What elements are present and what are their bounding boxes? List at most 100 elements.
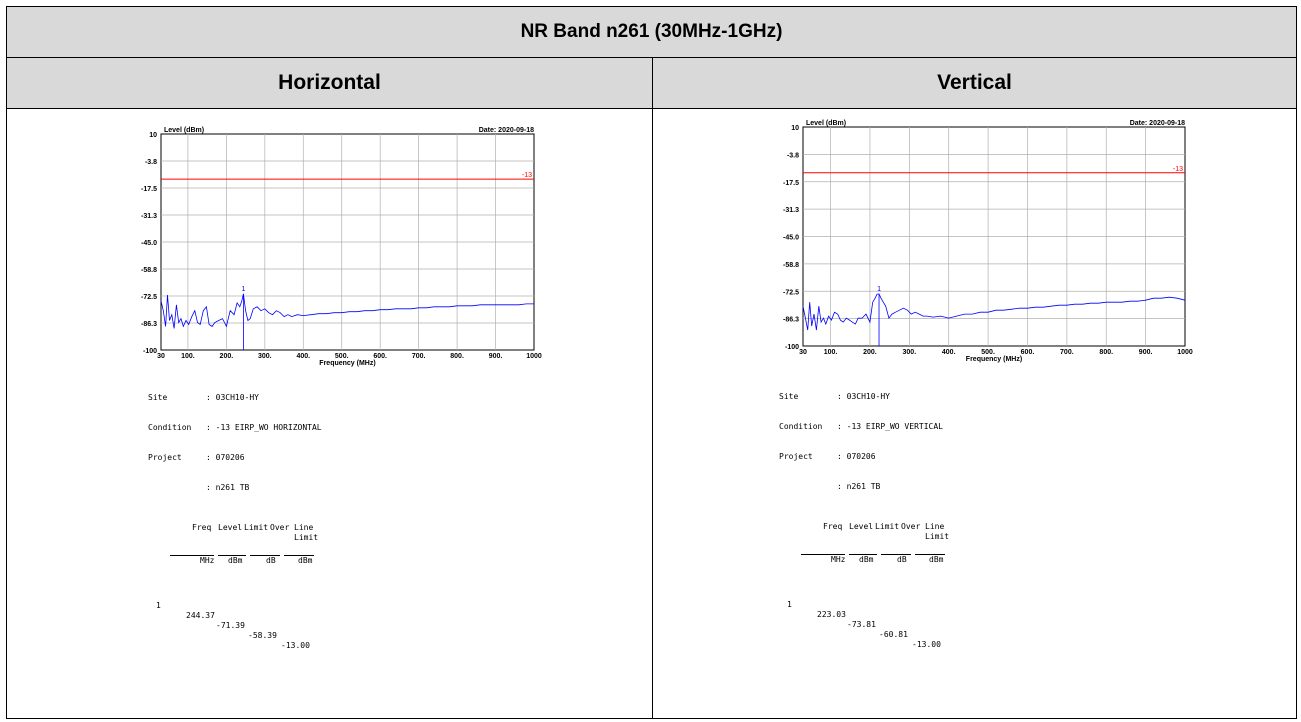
col-over: Over	[270, 523, 290, 532]
x-tick-label: 700.	[412, 353, 426, 360]
y-tick-label: -3.8	[145, 159, 157, 166]
y-axis-label: Level (dBm)	[806, 120, 846, 127]
x-tick-label: 1000	[526, 353, 542, 360]
col-freq: Freq	[192, 523, 212, 532]
x-axis-label: Frequency (MHz)	[319, 360, 375, 367]
table-row: 1 244.37 -71.39 -58.39 -13.00	[148, 591, 322, 650]
row-over: -60.81	[879, 630, 908, 639]
y-tick-label: -17.5	[141, 186, 157, 193]
marker-label: 1	[241, 286, 245, 293]
x-tick-label: 100.	[824, 349, 838, 356]
site-value: : 03CH10-HY	[837, 392, 890, 401]
col-level: Level	[218, 523, 243, 532]
date-label: Date: 2020-09-18	[1130, 120, 1185, 127]
col-limit2: Limit	[875, 522, 900, 531]
x-tick-label: 300.	[903, 349, 917, 356]
y-tick-label: -45.0	[783, 235, 799, 242]
col-line: Line	[294, 523, 314, 532]
site-label: Site	[148, 393, 168, 402]
y-tick-label: -100	[785, 344, 799, 351]
col-over: Over	[901, 522, 921, 531]
row-level: -71.39	[216, 621, 245, 630]
y-tick-label: -45.0	[141, 240, 157, 247]
row-line: -13.00	[912, 640, 941, 649]
condition-value: : -13 EIRP_WO VERTICAL	[837, 422, 943, 431]
x-tick-label: 700.	[1060, 349, 1074, 356]
x-tick-label: 300.	[258, 353, 272, 360]
project-label: Project	[148, 453, 182, 462]
x-tick-label: 600.	[1021, 349, 1035, 356]
project-value: : 070206	[837, 452, 876, 461]
horizontal-info: Site : 03CH10-HY Condition : -13 EIRP_WO H…	[148, 373, 322, 650]
y-tick-label: -31.3	[783, 207, 799, 214]
results-table: NR Band n261 (30MHz-1GHz) Horizontal Ver…	[6, 6, 1297, 719]
table-row: 1 223.03 -73.81 -60.81 -13.00	[779, 590, 943, 649]
unit-line: dBm	[298, 556, 313, 565]
x-tick-label: 500.	[335, 353, 349, 360]
column-header-vertical: Vertical	[653, 58, 1296, 108]
row-freq: 223.03	[817, 610, 846, 619]
col-limit: Limit	[925, 532, 950, 541]
limit-label: -13	[1173, 166, 1183, 173]
x-tick-label: 800.	[1099, 349, 1113, 356]
horizontal-cell: 10 -3.8 -17.5 -31.3 -45.0 -58.8 -72.5 -86.3 -100…	[7, 109, 653, 718]
site-label: Site	[779, 392, 799, 401]
y-tick-label: -58.8	[141, 267, 157, 274]
x-tick-label: 200.	[220, 353, 234, 360]
unit-freq: MHz	[831, 555, 846, 564]
y-tick-label: -31.3	[141, 213, 157, 220]
vertical-spectrum-chart: 10 -3.8 -17.5 -31.3 -45.0 -58.8 -72.5 -86.3 -100…	[783, 120, 1193, 363]
x-tick-label: 500.	[981, 349, 995, 356]
row-line: -13.00	[281, 641, 310, 650]
row-level: -73.81	[847, 620, 876, 629]
date-label: Date: 2020-09-18	[479, 127, 534, 134]
y-tick-label: -58.8	[783, 262, 799, 269]
unit-level: dBm	[859, 555, 874, 564]
condition-label: Condition	[779, 422, 823, 431]
spectrum-trace	[160, 293, 534, 329]
y-tick-label: -3.8	[787, 152, 799, 159]
marker-label: 1	[877, 286, 881, 293]
x-tick-label: 30	[799, 349, 807, 356]
unit-line: dBm	[929, 555, 944, 564]
row-freq: 244.37	[186, 611, 215, 620]
col-freq: Freq	[823, 522, 843, 531]
column-header-horizontal-text: Horizontal	[278, 71, 381, 94]
tb-value: : n261 TB	[837, 482, 881, 491]
x-tick-label: 30	[157, 353, 165, 360]
x-tick-label: 1000	[1177, 349, 1193, 356]
x-tick-label: 200.	[863, 349, 877, 356]
limit-label: -13	[522, 172, 532, 179]
spectrum-trace	[802, 293, 1186, 331]
site-value: : 03CH10-HY	[206, 393, 259, 402]
unit-over: dB	[897, 555, 907, 564]
condition-label: Condition	[148, 423, 192, 432]
vertical-info: Site : 03CH10-HY Condition : -13 EIRP_WO V…	[779, 372, 949, 649]
y-tick-label: 10	[791, 125, 799, 132]
condition-value: : -13 EIRP_WO HORIZONTAL	[206, 423, 322, 432]
col-limit2: Limit	[244, 523, 269, 532]
column-header-vertical-text: Vertical	[937, 71, 1012, 94]
column-header-row: Horizontal Vertical	[7, 58, 1296, 109]
horizontal-spectrum-chart: 10 -3.8 -17.5 -31.3 -45.0 -58.8 -72.5 -86.3 -100…	[141, 127, 542, 367]
x-axis-label: Frequency (MHz)	[966, 356, 1022, 363]
x-tick-label: 600.	[373, 353, 387, 360]
x-tick-label: 900.	[1139, 349, 1153, 356]
x-tick-label: 100.	[181, 353, 195, 360]
col-level: Level	[849, 522, 874, 531]
x-tick-label: 400.	[296, 353, 310, 360]
table-title-text: NR Band n261 (30MHz-1GHz)	[520, 21, 783, 42]
col-limit: Limit	[294, 533, 319, 542]
project-value: : 070206	[206, 453, 245, 462]
vertical-cell: 10 -3.8 -17.5 -31.3 -45.0 -58.8 -72.5 -86.3 -100…	[653, 109, 1296, 718]
y-tick-label: -17.5	[783, 180, 799, 187]
unit-freq: MHz	[200, 556, 215, 565]
x-tick-label: 400.	[942, 349, 956, 356]
y-tick-label: -86.3	[141, 321, 157, 328]
y-axis-label: Level (dBm)	[164, 127, 204, 134]
tb-value: : n261 TB	[206, 483, 250, 492]
row-index: 1	[156, 601, 161, 610]
y-tick-label: -100	[143, 348, 157, 355]
row-index: 1	[787, 600, 792, 609]
column-header-horizontal: Horizontal	[7, 58, 653, 108]
